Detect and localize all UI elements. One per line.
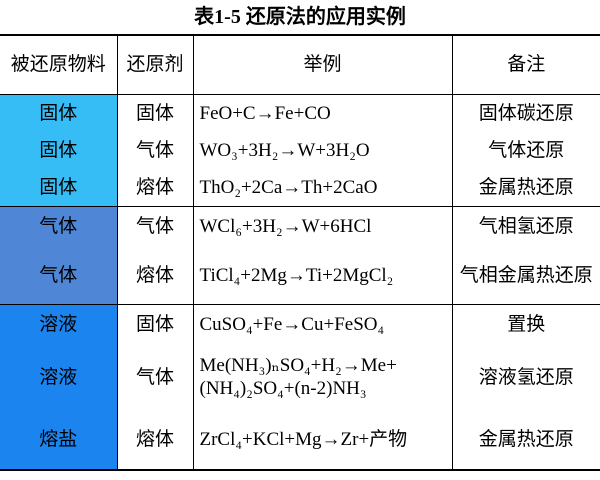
table-row: 固体 熔体 ThO₂+2Ca→Th+2CaO 金属热还原 [0,169,600,207]
table-cell: 固体 [0,131,118,170]
table-cell: 置换 [451,304,600,345]
table-cell: 气相金属热还原 [451,246,600,305]
table-row: 溶液 气体 Me(NH₃)ₙSO₄+H₂→Me+(NH₄)₂SO₄+(n-2)NH₃… [0,344,600,410]
table-row: 气体 熔体 TiCl₄+2Mg→Ti+2MgCl₂ 气相金属热还原 [0,246,600,305]
table-body: 固体 固体 FeO+C→Fe+CO 固体碳还原 固体 气体 WO₃+3H₂→W+3H₂O 气体… [0,94,600,471]
table-cell: 溶液 [0,304,118,345]
table-cell: 固体 [116,304,194,345]
table-row: 熔盐 熔体 ZrCl₄+KCl+Mg→Zr+产物 金属热还原 [0,409,600,471]
table-cell: WO₃+3H₂→W+3H₂O [192,131,453,170]
table-cell: 固体 [116,94,194,132]
table-cell: 气体 [116,131,194,170]
table-cell: WCl₆+3H₂→W+6HCl [192,206,453,247]
table-row: 固体 固体 FeO+C→Fe+CO 固体碳还原 [0,94,600,132]
table-row: 溶液 固体 CuSO₄+Fe→Cu+FeSO₄ 置换 [0,304,600,345]
table-cell: 熔体 [116,409,194,471]
table-cell: 溶液 [0,344,118,410]
table-cell: ZrCl₄+KCl+Mg→Zr+产物 [192,409,453,471]
table-cell: 固体 [0,94,118,132]
table-cell: 气相氢还原 [451,206,600,247]
table-cell: 气体 [116,344,194,410]
header-cell: 被还原物料 [0,34,118,95]
table-row: 气体 气体 WCl₆+3H₂→W+6HCl 气相氢还原 [0,206,600,247]
header-cell: 举例 [192,34,453,95]
table-cell: 固体 [0,169,118,207]
header-row: 被还原物料 还原剂 举例 备注 [0,34,600,95]
table: 被还原物料 还原剂 举例 备注 固体 固体 FeO+C→Fe+CO 固体碳还原 固体 气体… [0,34,600,471]
table-cell: 气体 [0,246,118,305]
table-cell: 固体碳还原 [451,94,600,132]
table-cell: 气体 [0,206,118,247]
table-cell: 气体 [116,206,194,247]
table-cell: 金属热还原 [451,169,600,207]
table-cell: 熔体 [116,246,194,305]
table-cell: TiCl₄+2Mg→Ti+2MgCl₂ [192,246,453,305]
table-cell: ThO₂+2Ca→Th+2CaO [192,169,453,207]
table-cell: Me(NH₃)ₙSO₄+H₂→Me+(NH₄)₂SO₄+(n-2)NH₃ [192,344,453,410]
header-cell: 备注 [451,34,600,95]
table-row: 固体 气体 WO₃+3H₂→W+3H₂O 气体还原 [0,131,600,170]
table-cell: FeO+C→Fe+CO [192,94,453,132]
table-cell: 熔盐 [0,409,118,471]
table-cell: CuSO₄+Fe→Cu+FeSO₄ [192,304,453,345]
table-cell: 溶液氢还原 [451,344,600,410]
table-cell: 金属热还原 [451,409,600,471]
table-cell: 熔体 [116,169,194,207]
table-title: 表1-5 还原法的应用实例 [194,6,406,28]
header-cell: 还原剂 [116,34,194,95]
table-cell: 气体还原 [451,131,600,170]
